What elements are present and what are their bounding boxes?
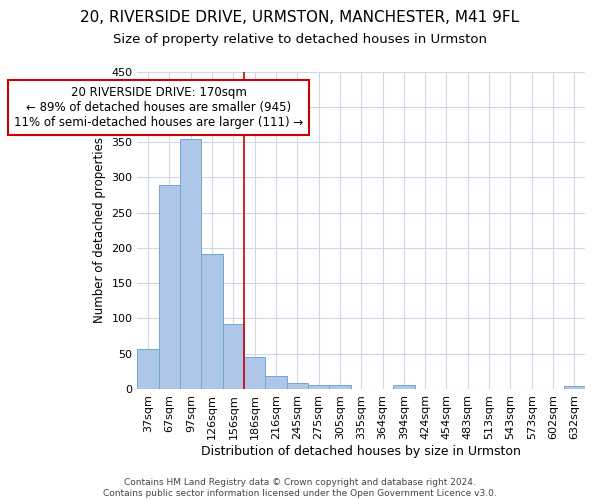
Text: Size of property relative to detached houses in Urmston: Size of property relative to detached ho… bbox=[113, 32, 487, 46]
Y-axis label: Number of detached properties: Number of detached properties bbox=[93, 137, 106, 323]
Bar bbox=[223, 324, 244, 389]
Text: 20, RIVERSIDE DRIVE, URMSTON, MANCHESTER, M41 9FL: 20, RIVERSIDE DRIVE, URMSTON, MANCHESTER… bbox=[80, 10, 520, 25]
Text: Contains HM Land Registry data © Crown copyright and database right 2024.
Contai: Contains HM Land Registry data © Crown c… bbox=[103, 478, 497, 498]
Bar bbox=[308, 386, 329, 389]
Bar bbox=[180, 139, 202, 389]
Bar bbox=[202, 254, 223, 389]
X-axis label: Distribution of detached houses by size in Urmston: Distribution of detached houses by size … bbox=[202, 444, 521, 458]
Bar bbox=[244, 356, 265, 389]
Bar bbox=[393, 386, 415, 389]
Bar bbox=[265, 376, 287, 389]
Bar bbox=[329, 384, 350, 389]
Bar bbox=[563, 386, 585, 389]
Bar bbox=[287, 382, 308, 389]
Bar bbox=[159, 185, 180, 389]
Bar bbox=[137, 348, 159, 389]
Text: 20 RIVERSIDE DRIVE: 170sqm
← 89% of detached houses are smaller (945)
11% of sem: 20 RIVERSIDE DRIVE: 170sqm ← 89% of deta… bbox=[14, 86, 304, 128]
